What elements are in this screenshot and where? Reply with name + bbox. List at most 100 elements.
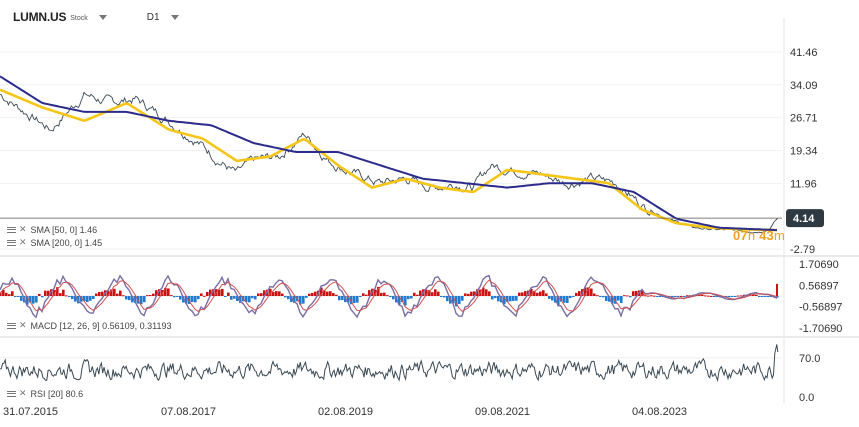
macd-histogram-bar — [419, 290, 422, 296]
macd-histogram-bar — [497, 296, 500, 302]
macd-histogram-bar — [506, 296, 509, 302]
close-icon[interactable]: ✕ — [19, 388, 27, 398]
macd-histogram-bar — [290, 296, 293, 303]
countdown-m-unit: m — [774, 228, 786, 243]
candle-countdown: 07h 43m — [733, 228, 785, 243]
macd-histogram-bar — [389, 296, 392, 297]
macd-histogram-bar — [434, 289, 437, 296]
macd-histogram-bar — [206, 292, 209, 296]
macd-histogram-bar — [362, 293, 365, 296]
macd-histogram-bar — [8, 294, 11, 296]
timeframe-chevron-down-icon[interactable] — [170, 14, 179, 20]
macd-histogram-bar — [512, 296, 515, 301]
menu-icon[interactable] — [7, 322, 16, 329]
macd-histogram-bar — [2, 289, 5, 296]
macd-histogram-bar — [725, 296, 728, 298]
rsi-panel[interactable] — [0, 344, 782, 383]
legend-sma50[interactable]: ✕ SMA [50, 0] 1.46 — [7, 224, 97, 235]
close-icon[interactable]: ✕ — [19, 224, 27, 234]
macd-histogram-bar — [611, 296, 614, 304]
macd-histogram-bar — [134, 296, 137, 303]
macd-histogram-bar — [335, 294, 338, 296]
rsi-line[interactable] — [0, 344, 779, 383]
macd-histogram-bar — [458, 296, 461, 305]
macd-histogram-bar — [35, 296, 38, 303]
macd-histogram-bar — [146, 295, 149, 297]
timeframe-label[interactable]: D1 — [146, 11, 160, 23]
macd-histogram-bar — [716, 296, 719, 297]
countdown-h-unit: h — [747, 228, 756, 243]
macd-histogram-bar — [275, 291, 278, 296]
macd-histogram-bar — [221, 288, 224, 296]
macd-histogram-bar — [467, 293, 470, 296]
macd-histogram-bar — [731, 296, 734, 297]
sma200-line[interactable] — [0, 75, 778, 232]
menu-icon[interactable] — [7, 226, 16, 233]
macd-label: MACD [12, 26, 9] 0.56109, 0.31193 — [30, 320, 172, 331]
macd-histogram-bar — [314, 291, 317, 296]
macd-histogram-bar — [530, 288, 533, 296]
macd-histogram-bar — [218, 289, 221, 296]
macd-histogram-bar — [494, 296, 497, 299]
symbol-chevron-down-icon[interactable] — [98, 14, 107, 20]
symbol-label[interactable]: LUMN.US — [13, 10, 67, 24]
macd-histogram-bar — [89, 296, 92, 301]
price-panel[interactable] — [0, 75, 782, 234]
macd-histogram-bar — [164, 287, 167, 296]
price-line[interactable] — [0, 91, 779, 234]
close-icon[interactable]: ✕ — [19, 237, 27, 247]
macd-histogram-bar — [482, 287, 485, 296]
macd-histogram-bar — [443, 296, 446, 298]
close-icon[interactable]: ✕ — [19, 320, 27, 330]
macd-histogram-bar — [644, 295, 647, 297]
instrument-type-tag: Stock — [70, 14, 88, 22]
macd-histogram-bar — [602, 296, 605, 298]
macd-tick-label: 0.56897 — [799, 280, 839, 292]
macd-histogram-bar — [461, 296, 464, 301]
legend-macd[interactable]: ✕ MACD [12, 26, 9] 0.56109, 0.31193 — [7, 320, 171, 331]
menu-icon[interactable] — [7, 239, 16, 246]
macd-histogram-bar — [509, 296, 512, 302]
macd-histogram-bar — [68, 296, 71, 297]
macd-histogram-bar — [440, 296, 443, 297]
macd-histogram-bar — [230, 296, 233, 300]
macd-histogram-bar — [143, 296, 146, 303]
macd-histogram-bar — [260, 293, 263, 296]
macd-histogram-bar — [776, 296, 779, 298]
chart-header: LUMN.US Stock D1 — [0, 6, 179, 28]
macd-histogram-bar — [464, 293, 467, 296]
macd-signal-line[interactable] — [0, 279, 778, 312]
macd-histogram-bar — [74, 296, 77, 302]
macd-histogram-bar — [101, 291, 104, 296]
date-tick-label: 04.08.2023 — [632, 406, 687, 418]
macd-histogram-bar — [239, 296, 242, 303]
macd-histogram-bar — [557, 296, 560, 306]
macd-histogram-bar — [155, 290, 158, 296]
macd-histogram-bar — [473, 291, 476, 296]
macd-histogram-bar — [149, 294, 152, 296]
rsi-tick-label: 70.0 — [799, 353, 820, 365]
macd-histogram-bar — [620, 296, 623, 304]
macd-histogram-bar — [713, 296, 716, 297]
macd-histogram-bar — [503, 296, 506, 305]
macd-histogram-bar — [587, 287, 590, 296]
macd-histogram-bar — [398, 296, 401, 305]
macd-histogram-bar — [65, 295, 68, 297]
macd-panel[interactable] — [0, 274, 782, 319]
legend-sma200[interactable]: ✕ SMA [200, 0] 1.45 — [7, 237, 102, 248]
macd-histogram-bar — [320, 287, 323, 296]
macd-histogram-bar — [122, 295, 125, 297]
countdown-minutes: 43 — [759, 228, 774, 243]
macd-histogram-bar — [437, 291, 440, 296]
macd-histogram-bar — [110, 289, 113, 296]
macd-histogram-bar — [404, 296, 407, 306]
macd-histogram-bar — [428, 290, 431, 296]
legend-rsi[interactable]: ✕ RSI [20] 80.6 — [7, 388, 83, 399]
macd-histogram-bar — [194, 296, 197, 303]
sma50-line[interactable] — [0, 88, 778, 232]
macd-histogram-bar — [284, 296, 287, 298]
macd-histogram-bar — [377, 286, 380, 296]
macd-histogram-bar — [545, 293, 548, 296]
menu-icon[interactable] — [7, 390, 16, 397]
